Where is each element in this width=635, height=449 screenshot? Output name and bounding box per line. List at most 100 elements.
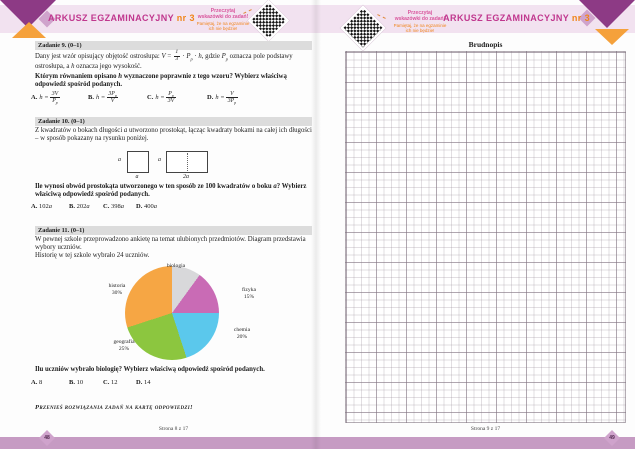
scratchpad-title: Brudnopis bbox=[468, 40, 503, 49]
option-unit: a bbox=[153, 203, 157, 210]
frac-den: 3 bbox=[175, 55, 179, 62]
figure-label: a bbox=[135, 174, 139, 180]
var-h: h bbox=[155, 94, 159, 102]
option-value: 202 bbox=[76, 203, 87, 210]
text: P bbox=[221, 52, 226, 60]
frac-den: 3Pp bbox=[226, 98, 237, 105]
text: = bbox=[220, 94, 225, 102]
text: 3P bbox=[108, 91, 115, 97]
qr-hint-left: Przeczytaj wskazówki do zadań! Pamiętaj, ż… bbox=[191, 8, 255, 32]
task9-option-a: A. h = 3V Pp bbox=[31, 91, 60, 105]
exam-edition: nr 3 bbox=[176, 13, 195, 23]
task10-option-c: C. 398a bbox=[103, 203, 124, 210]
task10-intro: Z kwadratów o bokach długości a utworzon… bbox=[35, 127, 312, 144]
frac-num: 3Pp bbox=[106, 91, 119, 99]
var-h: h bbox=[39, 94, 43, 102]
frac-den: V bbox=[109, 98, 116, 104]
pie-label-geografia: geografia 25% bbox=[105, 339, 143, 354]
task11-option-c: C. 12 bbox=[103, 379, 117, 386]
text: 3P bbox=[227, 98, 235, 105]
option-label: B. bbox=[69, 203, 75, 210]
text: P bbox=[168, 91, 172, 97]
option-label: C. bbox=[103, 203, 110, 210]
task10-option-d: D. 400a bbox=[136, 203, 157, 210]
text: p bbox=[114, 94, 117, 99]
exam-title-text: ARKUSZ EGZAMINACYJNY bbox=[48, 13, 174, 23]
pie-label-pct: 15% bbox=[243, 294, 255, 301]
text: = bbox=[165, 52, 173, 60]
text: Ile wynosi obwód prostokąta utworzonego … bbox=[35, 183, 274, 190]
task9-option-c: C. h = Pp 3V bbox=[147, 91, 176, 104]
text: p bbox=[225, 56, 228, 62]
exam-title-left: ARKUSZ EGZAMINACYJNY nr 3 bbox=[48, 13, 195, 23]
task11-option-d: D. 14 bbox=[136, 379, 150, 386]
pie-label-text: geografia bbox=[113, 339, 135, 345]
text: Którym równaniem opisano bbox=[35, 73, 119, 80]
task9-option-b: B. h = 3Pp V bbox=[88, 91, 119, 104]
figure-square bbox=[127, 151, 149, 173]
task11-option-b: B. 10 bbox=[69, 379, 83, 386]
task9-intro: Dany jest wzór opisujący objętość ostros… bbox=[35, 49, 312, 71]
option-value: 10 bbox=[76, 379, 84, 386]
figure-rectangle bbox=[166, 151, 208, 173]
frac-num: 1 bbox=[173, 49, 180, 57]
frac-num: Pp bbox=[166, 91, 176, 99]
pie-label-chemia: chemia 20% bbox=[226, 327, 258, 342]
var-v: V bbox=[161, 52, 166, 60]
exam-title-right: ARKUSZ EGZAMINACYJNY nr 3 bbox=[443, 13, 590, 23]
task10-question: Ile wynosi obwód prostokąta utworzonego … bbox=[35, 183, 312, 200]
option-unit: a bbox=[120, 203, 124, 210]
text: Dany jest wzór opisujący objętość ostros… bbox=[35, 52, 162, 60]
frac-num: V bbox=[226, 91, 238, 99]
corner-page-marker-left: 48 bbox=[39, 430, 55, 446]
fraction: V 3Pp bbox=[226, 91, 238, 105]
task10-option-b: B. 202a bbox=[69, 203, 90, 210]
qr-hint-right: Przeczytaj wskazówki do zadań! Pamiętaj, ż… bbox=[384, 10, 456, 34]
text: = bbox=[101, 94, 105, 102]
option-label: D. bbox=[136, 203, 143, 210]
corner-triangle-orange-right-icon bbox=[595, 29, 629, 45]
option-value: 400 bbox=[143, 203, 154, 210]
option-label: A. bbox=[31, 379, 38, 386]
text: · bbox=[192, 52, 199, 60]
page-seam bbox=[311, 0, 321, 449]
hint-line: Pamiętaj, że na egzaminie bbox=[393, 22, 447, 28]
frac-num: 3V bbox=[50, 91, 60, 99]
option-label: C. bbox=[103, 379, 110, 386]
pie-label-text: fizyka bbox=[242, 287, 256, 293]
hint-line: Przeczytaj bbox=[407, 10, 433, 16]
option-value: 12 bbox=[110, 379, 118, 386]
option-label: D. bbox=[136, 379, 143, 386]
task11-intro2: Historię w tej szkole wybrało 24 uczniów… bbox=[35, 252, 150, 259]
option-label: C. bbox=[147, 94, 154, 102]
option-value: 398 bbox=[110, 203, 121, 210]
text: 3V bbox=[51, 91, 59, 97]
option-label: A. bbox=[31, 203, 38, 210]
option-label: B. bbox=[88, 94, 94, 102]
fraction: Pp 3V bbox=[166, 91, 176, 104]
hint-line: Pamiętaj, że na egzaminie bbox=[196, 20, 250, 26]
task10-header: Zadanie 10. (0–1) bbox=[35, 117, 312, 126]
exam-title-text: ARKUSZ EGZAMINACYJNY bbox=[443, 13, 569, 23]
figure-label: 2a bbox=[183, 174, 189, 180]
text: oznacza pole podstawy ostrosłupa, a bbox=[35, 52, 293, 70]
option-unit: a bbox=[48, 203, 52, 210]
text: oznacza jego wysokość. bbox=[74, 62, 142, 70]
text: Z kwadratów o bokach długości bbox=[35, 127, 124, 134]
pie-chart bbox=[125, 266, 219, 360]
text: P bbox=[186, 52, 191, 60]
text: V bbox=[230, 91, 234, 97]
option-label: A. bbox=[31, 94, 38, 102]
task11-option-a: A. 8 bbox=[31, 379, 42, 386]
figure-label: a bbox=[158, 157, 161, 163]
corner-page-marker-right: 49 bbox=[604, 430, 620, 446]
text: ? Wybierz właściwą odpowiedź spośród pod… bbox=[35, 183, 307, 199]
exam-edition: nr 3 bbox=[571, 13, 590, 23]
page-number-right: Strona 9 z 17 bbox=[470, 426, 501, 432]
frac-den: Pp bbox=[51, 98, 59, 105]
text: p bbox=[190, 56, 193, 62]
option-unit: a bbox=[86, 203, 90, 210]
hint-line: ich nie będzie! bbox=[208, 26, 238, 32]
